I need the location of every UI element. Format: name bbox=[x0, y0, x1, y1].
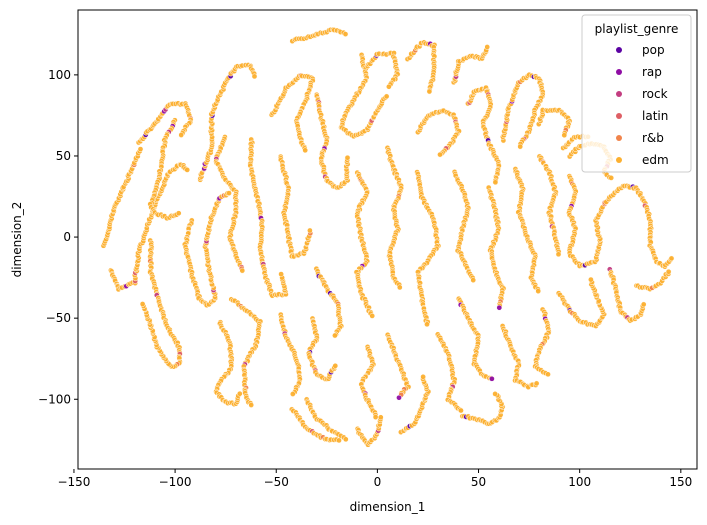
data-point bbox=[517, 143, 524, 150]
data-point bbox=[640, 301, 647, 308]
x-tick-label: −50 bbox=[264, 475, 289, 489]
y-tick-label: −50 bbox=[46, 311, 71, 325]
data-point bbox=[332, 362, 339, 369]
y-tick-label: 100 bbox=[48, 68, 71, 82]
data-point bbox=[251, 73, 258, 80]
x-tick-label: 100 bbox=[568, 475, 591, 489]
y-tick-label: −100 bbox=[38, 392, 71, 406]
legend-marker bbox=[616, 91, 622, 97]
legend-marker bbox=[616, 135, 622, 141]
x-tick-label: −150 bbox=[57, 475, 90, 489]
data-point bbox=[139, 301, 146, 307]
data-point bbox=[588, 276, 594, 283]
plot-frame bbox=[77, 9, 698, 470]
data-point bbox=[302, 147, 309, 154]
legend-label: rap bbox=[642, 65, 662, 79]
legend-title: playlist_genre bbox=[595, 22, 679, 36]
data-point bbox=[175, 210, 182, 217]
legend-label: rock bbox=[642, 87, 668, 101]
legend-marker bbox=[616, 69, 622, 75]
data-point bbox=[342, 436, 349, 443]
data-point bbox=[396, 394, 402, 401]
data-point bbox=[608, 175, 615, 181]
legend-marker bbox=[616, 47, 622, 53]
data-point bbox=[377, 414, 384, 421]
data-point bbox=[533, 380, 540, 387]
data-point bbox=[239, 267, 246, 274]
data-point bbox=[248, 402, 255, 408]
data-point bbox=[545, 371, 551, 378]
data-point bbox=[665, 268, 672, 275]
data-point bbox=[535, 288, 542, 294]
data-point bbox=[342, 31, 349, 37]
data-point bbox=[484, 44, 491, 50]
data-point bbox=[178, 132, 185, 138]
data-point bbox=[424, 321, 430, 328]
data-point bbox=[426, 88, 433, 95]
data-point bbox=[307, 227, 313, 234]
data-point bbox=[289, 391, 296, 397]
axes: −150 −100 −50 0 50 100 150 −100 −50 0 50 100 dimensi… bbox=[10, 9, 698, 514]
data-point bbox=[492, 391, 498, 397]
y-axis-title: dimension_2 bbox=[10, 202, 24, 278]
data-point bbox=[332, 332, 338, 339]
data-point bbox=[236, 390, 243, 397]
y-tick-label: 0 bbox=[63, 230, 71, 244]
data-point bbox=[458, 407, 464, 414]
data-point bbox=[386, 83, 392, 90]
data-point bbox=[489, 375, 495, 382]
y-tick-label: 50 bbox=[56, 149, 71, 163]
data-points bbox=[100, 26, 675, 448]
data-point bbox=[420, 373, 426, 380]
x-tick-label: −100 bbox=[159, 475, 192, 489]
data-point bbox=[369, 313, 376, 319]
data-point bbox=[226, 190, 232, 196]
legend-marker bbox=[616, 157, 622, 163]
data-point bbox=[344, 154, 351, 161]
data-point bbox=[496, 304, 503, 311]
legend-label: latin bbox=[642, 109, 668, 123]
data-point bbox=[278, 271, 284, 277]
data-point bbox=[184, 167, 191, 173]
data-point bbox=[137, 146, 144, 152]
data-point bbox=[470, 277, 477, 283]
data-point bbox=[668, 255, 675, 262]
legend-label: pop bbox=[642, 43, 665, 57]
data-point bbox=[561, 132, 568, 139]
data-point bbox=[383, 93, 390, 100]
data-point bbox=[336, 437, 342, 444]
legend-marker bbox=[616, 113, 622, 119]
x-tick-label: 50 bbox=[471, 475, 486, 489]
data-point bbox=[437, 151, 443, 158]
data-point bbox=[396, 284, 403, 291]
x-tick-label: 0 bbox=[374, 475, 382, 489]
x-tick-label: 150 bbox=[669, 475, 692, 489]
x-axis-title: dimension_1 bbox=[350, 500, 426, 514]
data-point bbox=[555, 251, 562, 258]
data-point bbox=[492, 179, 499, 186]
legend-box bbox=[581, 14, 692, 173]
legend-label: r&b bbox=[642, 131, 664, 145]
legend-label: edm bbox=[642, 153, 669, 167]
data-point bbox=[372, 414, 379, 420]
